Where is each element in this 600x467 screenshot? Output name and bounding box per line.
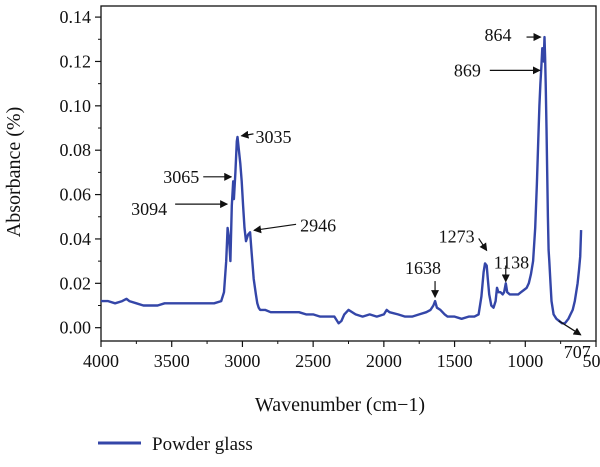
legend: Powder glass (98, 434, 253, 455)
y-tick-label: 0.08 (60, 140, 92, 160)
annotation-label-864: 864 (485, 25, 512, 45)
annotation-label-1638: 1638 (405, 258, 441, 278)
x-tick-label: 2500 (295, 351, 331, 371)
x-tick-label: 1500 (437, 351, 473, 371)
annotation-label-3035: 3035 (255, 127, 291, 147)
series-line-0 (101, 35, 583, 325)
series-layer (101, 35, 583, 325)
y-axis-title: Absorbance (%) (3, 107, 25, 238)
y-tick-label: 0.10 (60, 96, 92, 116)
annotation-label-3094: 3094 (131, 199, 167, 219)
x-tick-label: 500 (583, 351, 600, 371)
annotation-label-3065: 3065 (163, 167, 199, 187)
annotation-label-869: 869 (454, 60, 481, 80)
x-axis-title: Wavenumber (cm−1) (255, 394, 425, 416)
x-tick-label: 3000 (224, 351, 260, 371)
x-tick-label: 4000 (83, 351, 119, 371)
y-tick-label: 0.14 (60, 7, 92, 27)
annotation-label-2946: 2946 (300, 215, 336, 235)
annotation-arrow (240, 130, 254, 139)
x-tick-label: 2000 (366, 351, 402, 371)
annotation-label-1138: 1138 (494, 253, 529, 273)
x-tick-label: 3500 (154, 351, 190, 371)
legend-label: Powder glass (152, 434, 253, 455)
x-axis: 4000 3500 3000 2500 2000 1500 1000 500 (83, 341, 600, 371)
annotation-arrow (253, 223, 297, 234)
y-tick-label: 0.02 (60, 273, 92, 293)
annotation-label-1273: 1273 (439, 226, 475, 246)
y-tick-label: 0.00 (60, 318, 92, 338)
annotation-label-707: 707 (564, 342, 591, 362)
annotation-arrow (478, 238, 488, 252)
y-axis: 0.00 0.02 0.04 0.06 0.08 0.10 0.12 0.14 (60, 7, 101, 338)
y-tick-label: 0.12 (60, 51, 92, 71)
y-tick-label: 0.06 (60, 185, 92, 205)
annotation-arrow (558, 320, 582, 336)
y-tick-label: 0.04 (60, 229, 92, 249)
x-tick-label: 1000 (507, 351, 543, 371)
